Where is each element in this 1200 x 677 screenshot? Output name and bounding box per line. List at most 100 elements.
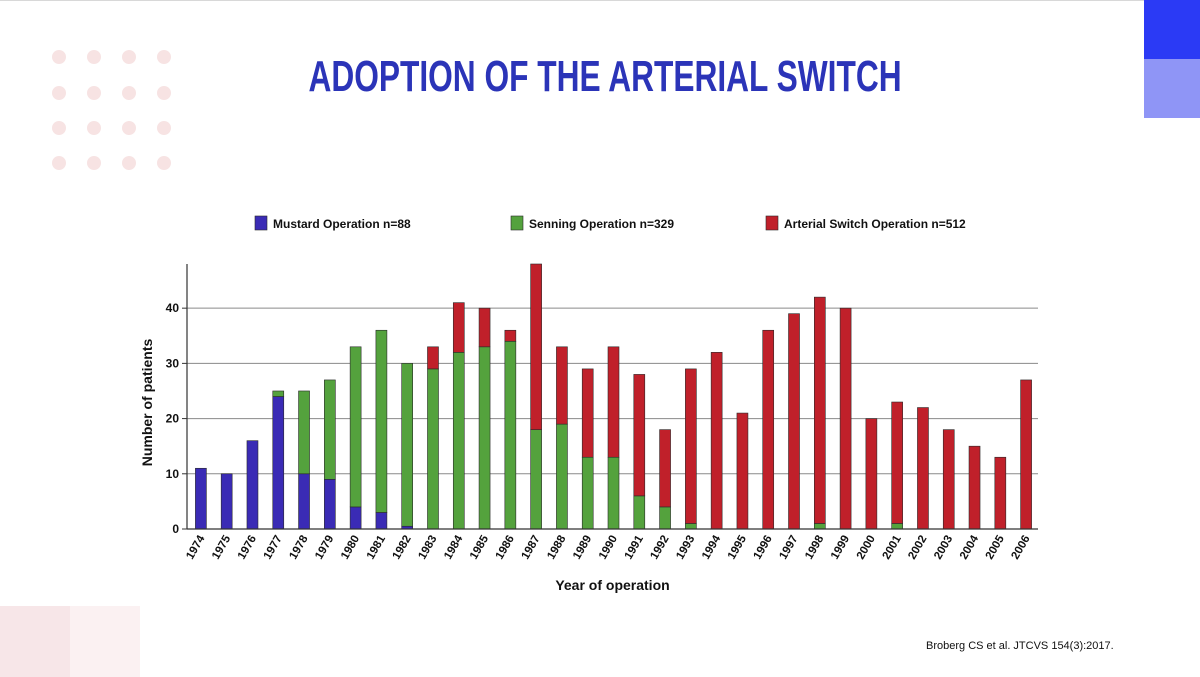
arterial-switch-bar-segment: [452, 302, 465, 353]
corner-accent-dark: [1144, 0, 1200, 59]
senning-bar-segment: [685, 523, 697, 530]
x-tick-label: 1997: [777, 534, 800, 562]
senning-bar-segment: [633, 495, 646, 530]
x-tick-label: 1984: [442, 533, 465, 562]
x-tick-label: 1978: [287, 533, 310, 562]
x-tick-label: 2005: [984, 533, 1007, 562]
x-axis-title: Year of operation: [555, 577, 669, 593]
y-tick-label: 0: [172, 522, 179, 536]
senning-bar-segment: [272, 390, 285, 397]
arterial-switch-bar-segment: [581, 368, 594, 458]
arterial-switch-bar-segment: [504, 329, 517, 342]
bottom-left-decor-block-light: [70, 606, 140, 677]
legend-senning-swatch: [510, 215, 524, 231]
arterial-switch-bar-segment: [659, 429, 671, 508]
mustard-bar-segment: [195, 467, 207, 530]
x-tick-label: 2001: [881, 533, 904, 562]
senning-bar-segment: [814, 523, 826, 530]
arterial-switch-bar-segment: [814, 296, 826, 524]
arterial-switch-bar-segment: [762, 329, 775, 530]
x-tick-label: 1982: [391, 534, 414, 562]
x-tick-label: 2003: [932, 534, 955, 562]
arterial-switch-bar-segment: [710, 352, 723, 530]
senning-bar-segment: [324, 379, 336, 480]
senning-bar-segment: [375, 329, 388, 513]
x-tick-label: 1976: [236, 534, 259, 562]
x-tick-label: 2000: [855, 534, 878, 562]
mustard-bar-segment: [298, 473, 310, 530]
x-tick-label: 1989: [571, 534, 594, 562]
arterial-switch-bar-segment: [556, 346, 568, 425]
y-axis-title: Number of patients: [139, 339, 155, 467]
mustard-bar-segment: [324, 479, 336, 530]
x-tick-label: 1994: [700, 533, 723, 562]
x-tick-label: 1991: [623, 533, 646, 562]
senning-bar-segment: [478, 346, 491, 530]
x-tick-label: 2006: [1010, 534, 1033, 562]
mustard-bar-segment: [272, 396, 285, 530]
slide-title: ADOPTION OF THE ARTERIAL SWITCH: [308, 52, 902, 101]
decorative-dot-grid: [52, 50, 178, 172]
top-border: [0, 0, 1200, 1]
legend-mustard-swatch: [254, 215, 268, 231]
y-tick-label: 30: [166, 356, 180, 370]
arterial-switch-bar-segment: [478, 307, 491, 348]
y-tick-label: 20: [166, 412, 180, 426]
mustard-bar-segment: [220, 473, 233, 530]
y-tick-label: 40: [166, 301, 180, 315]
bottom-left-decor-block: [0, 606, 70, 677]
arterial-switch-bar-segment: [942, 429, 955, 530]
arterial-switch-bar-segment: [865, 418, 878, 530]
mustard-bar-segment: [246, 440, 259, 530]
senning-bar-segment: [556, 423, 568, 530]
legend-arterial-switch-label: Arterial Switch Operation n=512: [784, 217, 966, 231]
corner-accent-light: [1144, 59, 1200, 118]
arterial-switch-bar-segment: [685, 368, 697, 524]
x-tick-label: 1981: [365, 533, 388, 562]
arterial-switch-bar-segment: [839, 307, 852, 530]
arterial-switch-bar-segment: [633, 374, 646, 497]
x-tick-label: 1986: [494, 534, 517, 562]
arterial-switch-bar-segment: [530, 263, 542, 430]
x-tick-label: 1979: [313, 534, 336, 562]
legend-senning-label: Senning Operation n=329: [529, 217, 674, 231]
x-tick-label: 1995: [726, 533, 749, 562]
x-tick-label: 1996: [752, 534, 775, 562]
senning-bar-segment: [659, 506, 671, 530]
mustard-bar-segment: [375, 512, 388, 530]
senning-bar-segment: [607, 456, 620, 530]
arterial-switch-bar-segment: [891, 401, 903, 524]
legend-mustard-label: Mustard Operation n=88: [273, 217, 411, 231]
x-tick-label: 1977: [262, 534, 285, 562]
x-tick-label: 2002: [906, 534, 929, 562]
senning-bar-segment: [530, 429, 542, 530]
senning-bar-segment: [349, 346, 362, 508]
x-tick-label: 1980: [339, 534, 362, 562]
arterial-switch-bar-segment: [917, 407, 929, 530]
x-tick-label: 1974: [184, 533, 207, 562]
y-tick-label: 10: [166, 467, 180, 481]
x-tick-label: 1990: [597, 534, 620, 562]
senning-bar-segment: [401, 363, 413, 527]
x-tick-label: 1983: [416, 534, 439, 562]
senning-bar-segment: [427, 368, 439, 530]
arterial-switch-bar-segment: [1020, 379, 1032, 530]
senning-bar-segment: [504, 340, 517, 530]
arterial-switch-bar-segment: [427, 346, 439, 370]
citation-text: Broberg CS et al. JTCVS 154(3):2017.: [926, 640, 1114, 652]
x-tick-label: 1999: [829, 534, 852, 562]
arterial-switch-bar-segment: [968, 445, 981, 530]
senning-bar-segment: [452, 352, 465, 530]
senning-bar-segment: [581, 456, 594, 530]
x-tick-label: 2004: [958, 533, 981, 562]
x-tick-label: 1985: [468, 533, 491, 562]
arterial-switch-bar-segment: [736, 412, 749, 530]
x-tick-label: 1992: [648, 534, 671, 562]
senning-bar-segment: [891, 523, 903, 530]
x-tick-label: 1975: [210, 533, 233, 562]
x-tick-label: 1988: [545, 533, 568, 562]
legend-arterial-switch-swatch: [765, 215, 779, 231]
x-tick-label: 1998: [803, 533, 826, 562]
arterial-switch-bar-segment: [607, 346, 620, 458]
